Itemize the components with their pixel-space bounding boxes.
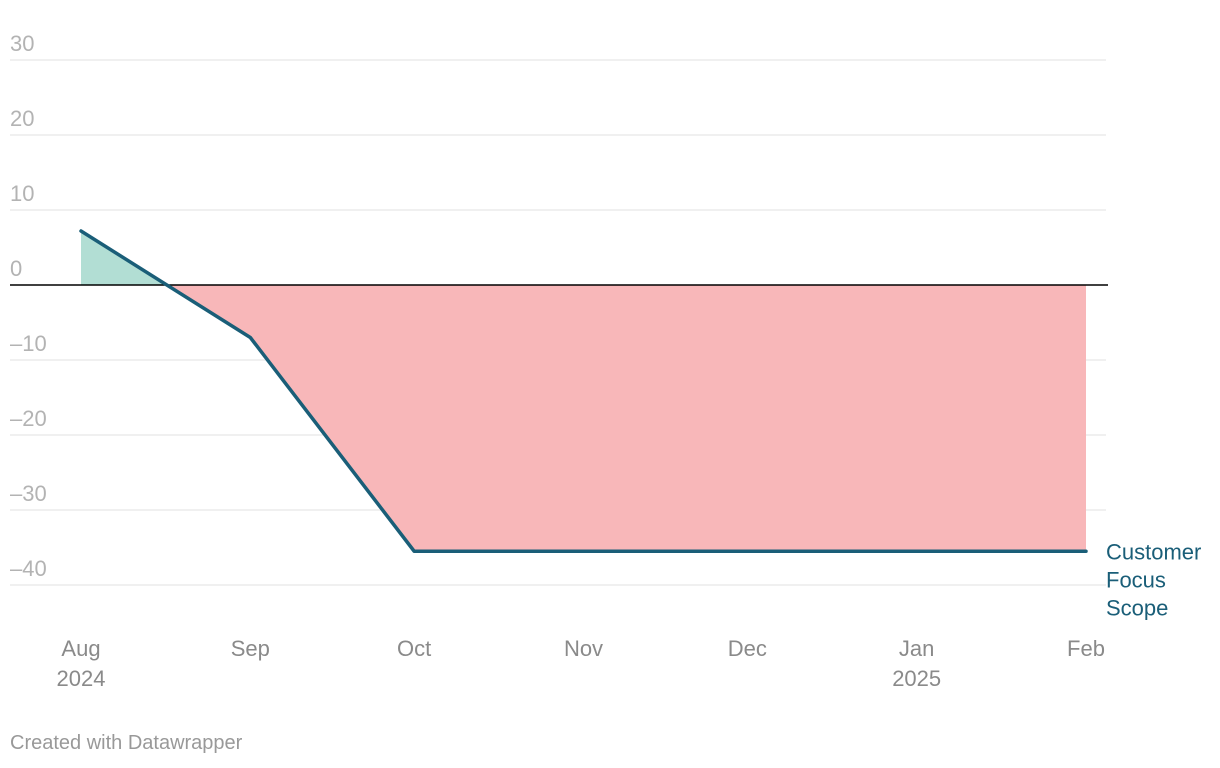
y-tick-label: 30 [10,31,34,56]
series-label-line: Scope [1106,595,1168,620]
series-label-line: Customer [1106,539,1201,564]
y-axis-tick-labels: 30 20 10 0 –10 –20 –30 –40 [10,31,47,581]
y-tick-label: –20 [10,406,47,431]
y-tick-label: –30 [10,481,47,506]
x-tick-year-label: 2025 [892,666,941,691]
x-tick-label: Feb [1067,636,1105,661]
x-tick-label: Aug [61,636,100,661]
y-tick-label: 0 [10,256,22,281]
negative-area [166,285,1086,552]
series-label-line: Focus [1106,567,1166,592]
x-tick-label: Nov [564,636,603,661]
x-tick-label: Oct [397,636,431,661]
x-tick-label: Sep [231,636,270,661]
x-tick-year-label: 2024 [57,666,106,691]
x-tick-label: Dec [728,636,767,661]
series-lines [79,229,1088,553]
x-tick-label: Jan [899,636,934,661]
area-fills [81,231,1086,552]
y-tick-label: –10 [10,331,47,356]
footer-credit: Created with Datawrapper [10,732,243,754]
y-tick-label: –40 [10,556,47,581]
y-tick-label: 10 [10,181,34,206]
series-labels: Customer Focus Scope [1106,539,1201,620]
x-axis-tick-labels: Aug 2024 Sep Oct Nov Dec Jan 2025 Feb [57,636,1105,691]
series-label: Customer Focus Scope [1106,539,1201,620]
series-line [79,229,1088,553]
y-tick-label: 20 [10,106,34,131]
